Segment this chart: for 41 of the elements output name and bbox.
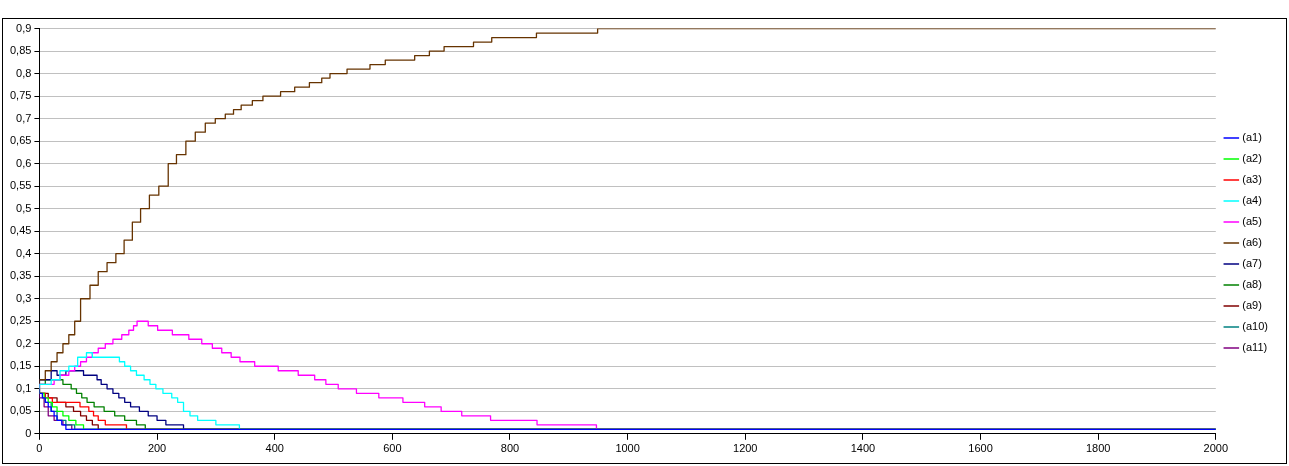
x-tick-label: 0	[36, 442, 43, 455]
y-tick-label: 0,05	[9, 404, 32, 417]
y-tick-label: 0,3	[16, 291, 32, 304]
y-tick-label: 0,15	[9, 359, 32, 372]
legend-label: (a7)	[1242, 257, 1262, 270]
legend-label: (a3)	[1242, 173, 1262, 186]
legend-label: (a6)	[1242, 236, 1262, 249]
legend-label: (a8)	[1242, 278, 1262, 291]
y-tick-label: 0,1	[16, 381, 32, 394]
legend-label: (a2)	[1242, 152, 1262, 165]
x-tick-label: 1400	[850, 442, 876, 455]
y-tick-label: 0,75	[9, 89, 32, 102]
y-tick-label: 0,25	[9, 314, 32, 327]
legend-label: (a11)	[1242, 341, 1268, 354]
x-tick-label: 1200	[733, 442, 758, 455]
legend-label: (a10)	[1242, 320, 1269, 333]
legend-label: (a5)	[1242, 215, 1262, 228]
y-tick-label: 0,6	[16, 156, 32, 169]
y-tick-label: 0,45	[9, 224, 32, 237]
x-tick-label: 1000	[615, 442, 640, 455]
y-tick-label: 0,2	[16, 336, 32, 349]
x-tick-label: 1800	[1085, 442, 1111, 455]
y-tick-label: 0,35	[9, 269, 32, 282]
legend-label: (a9)	[1242, 299, 1262, 312]
y-tick-label: 0	[25, 426, 32, 439]
y-tick-label: 0,4	[16, 246, 32, 259]
x-tick-label: 800	[500, 442, 520, 455]
x-tick-label: 200	[147, 442, 167, 455]
y-tick-label: 0,5	[16, 201, 32, 214]
legend-label: (a1)	[1242, 131, 1262, 144]
legend-label: (a4)	[1242, 194, 1262, 207]
y-tick-label: 0,8	[16, 66, 32, 79]
x-tick-label: 2000	[1203, 442, 1229, 455]
y-tick-label: 0,7	[16, 111, 32, 124]
y-tick-label: 0,85	[9, 44, 32, 57]
x-tick-label: 400	[265, 442, 284, 455]
y-tick-label: 0,55	[9, 179, 32, 192]
x-tick-label: 1600	[968, 442, 993, 455]
y-tick-label: 0,65	[9, 134, 32, 147]
x-tick-label: 600	[383, 442, 402, 455]
y-tick-label: 0,9	[16, 21, 32, 34]
